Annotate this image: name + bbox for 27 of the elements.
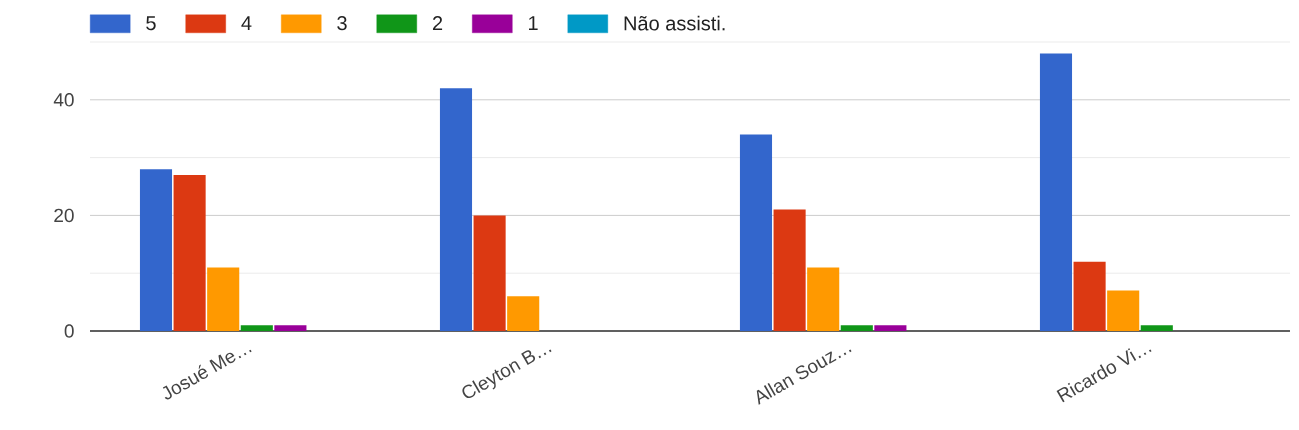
bar — [773, 209, 806, 331]
legend-label: 2 — [432, 16, 443, 31]
legend-label: 4 — [241, 16, 252, 30]
bar — [807, 267, 840, 331]
bar — [1140, 325, 1173, 331]
bar — [240, 325, 273, 331]
bar — [874, 325, 907, 331]
bar — [1107, 290, 1140, 331]
x-tick-label: Allan Souz… — [756, 349, 852, 405]
bar — [207, 267, 240, 331]
bar — [1039, 53, 1073, 331]
y-tick-label: 20 — [54, 208, 74, 223]
legend-label: 5 — [146, 16, 156, 31]
bar — [139, 169, 173, 331]
bar — [173, 174, 206, 331]
y-tick-label: 40 — [53, 93, 74, 107]
legend-label: 1 — [529, 16, 538, 30]
legend-label: Não assisti. — [624, 15, 725, 31]
bar — [507, 296, 540, 331]
bar — [473, 215, 506, 331]
bar — [739, 134, 773, 331]
y-tick-label: 0 — [64, 324, 74, 338]
bar — [274, 325, 307, 331]
bar — [439, 88, 473, 331]
legend-label: 3 — [337, 16, 347, 31]
bar — [840, 325, 873, 331]
bar — [1073, 261, 1106, 331]
